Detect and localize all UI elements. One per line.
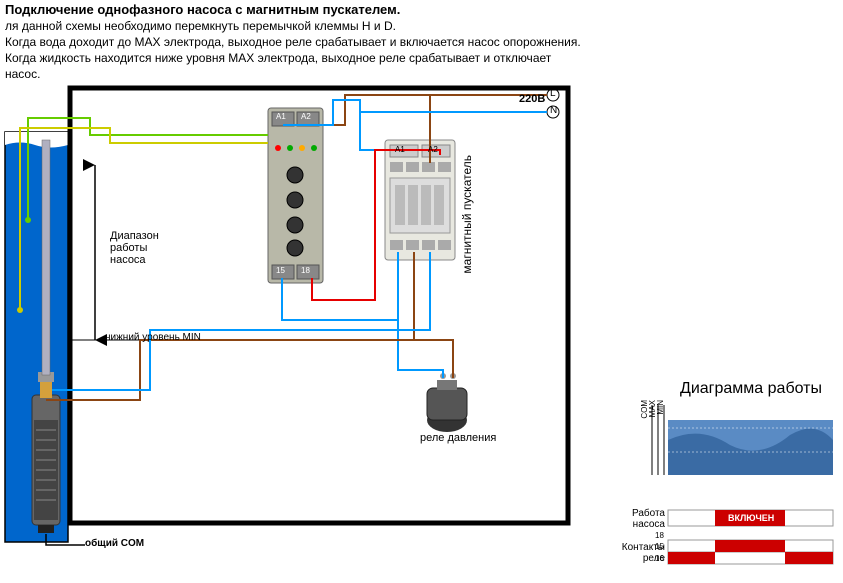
magnetic-starter — [385, 140, 455, 260]
voltage-label: 220В — [519, 93, 545, 105]
relay-a2-label: A2 — [301, 112, 311, 121]
min-level-label: нижний уровень MIN — [105, 332, 201, 343]
com-label: общий COM — [85, 538, 144, 549]
timing-18-label: 18 — [655, 531, 664, 540]
phase-l-label: L — [550, 88, 556, 99]
phase-n-label: N — [550, 105, 557, 116]
pump-range-label: Диапазон работы насоса — [110, 230, 180, 266]
pump — [32, 372, 60, 533]
relay-18-label: 18 — [301, 266, 310, 275]
pump-work-label: Работа насоса — [610, 508, 665, 530]
timing-min-label: MIN — [656, 400, 665, 415]
relay-a1-label: A1 — [276, 112, 286, 121]
vklyuchen-label: ВКЛЮЧЕН — [728, 513, 774, 523]
relay-15-label: 15 — [276, 266, 285, 275]
relay-controller — [268, 108, 323, 283]
starter-label: магнитный пускатель — [460, 155, 474, 274]
starter-a1-label: A1 — [395, 145, 405, 154]
starter-a2-label: A2 — [428, 145, 438, 154]
timing-16-label: 16 — [655, 554, 664, 563]
wire-brown-pump — [46, 252, 453, 400]
pressure-relay-label: реле давления — [420, 432, 496, 444]
timing-diagram — [652, 405, 833, 564]
timing-title: Диаграмма работы — [680, 380, 822, 398]
pressure-relay — [427, 373, 467, 432]
pressure-relay-text: реле давления — [420, 432, 496, 444]
wiring-diagram — [0, 0, 843, 583]
pump-pipe — [42, 140, 50, 375]
timing-15-label: 15 — [655, 542, 664, 551]
